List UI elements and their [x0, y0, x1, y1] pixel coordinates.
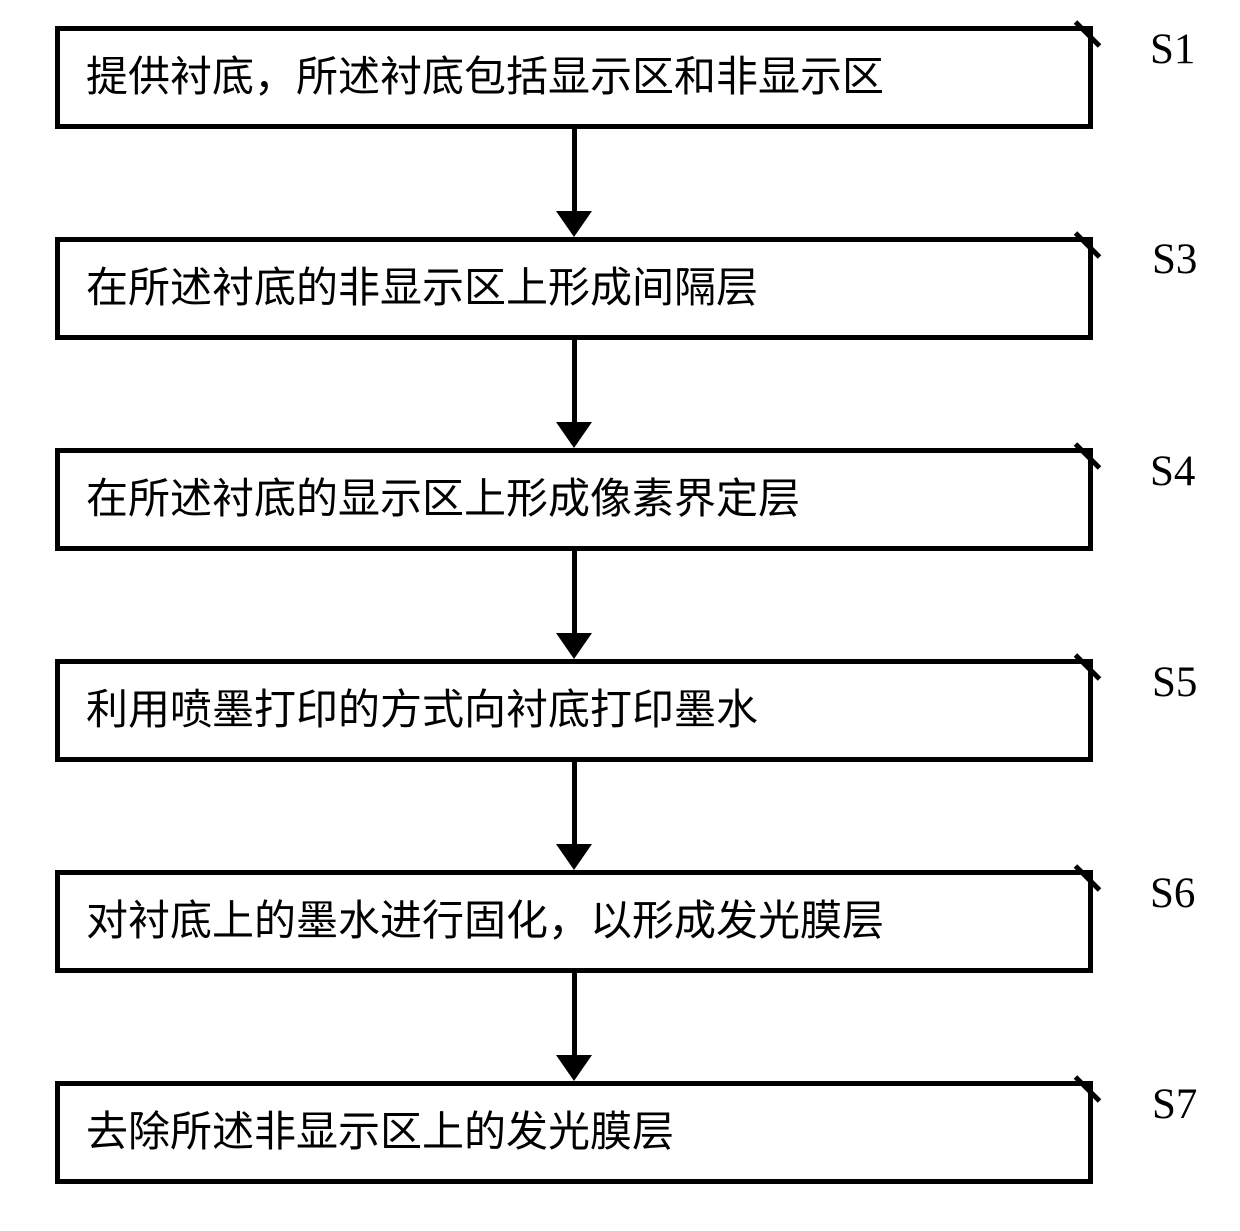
flow-arrow-head — [556, 633, 592, 662]
flow-arrow-line — [572, 762, 577, 844]
flow-step-text-s7: 去除所述非显示区上的发光膜层 — [86, 1112, 674, 1154]
flow-arrow-head — [556, 1055, 592, 1084]
flow-step-label-s1: S1 — [1150, 28, 1195, 71]
flow-arrow-line — [572, 129, 577, 211]
flow-step-text-s5: 利用喷墨打印的方式向衬底打印墨水 — [86, 690, 758, 732]
flow-step-s1: 提供衬底，所述衬底包括显示区和非显示区 — [55, 26, 1093, 129]
flow-step-label-s3: S3 — [1152, 238, 1197, 281]
flow-step-label-s5: S5 — [1152, 661, 1197, 704]
flow-step-text-s1: 提供衬底，所述衬底包括显示区和非显示区 — [86, 57, 884, 99]
flow-step-label-s6: S6 — [1150, 872, 1195, 915]
flow-arrow-line — [572, 551, 577, 633]
flow-arrow-head — [556, 422, 592, 451]
flow-arrow-line — [572, 973, 577, 1055]
flow-step-s4: 在所述衬底的显示区上形成像素界定层 — [55, 448, 1093, 551]
flowchart-canvas: 提供衬底，所述衬底包括显示区和非显示区 S1 在所述衬底的非显示区上形成间隔层 S3 在… — [0, 0, 1240, 1231]
flow-step-s7: 去除所述非显示区上的发光膜层 — [55, 1081, 1093, 1184]
flow-step-s3: 在所述衬底的非显示区上形成间隔层 — [55, 237, 1093, 340]
flow-step-text-s3: 在所述衬底的非显示区上形成间隔层 — [86, 268, 758, 310]
flow-arrow-head — [556, 211, 592, 240]
flow-arrow-line — [572, 340, 577, 422]
flow-step-text-s4: 在所述衬底的显示区上形成像素界定层 — [86, 479, 800, 521]
flow-step-s6: 对衬底上的墨水进行固化，以形成发光膜层 — [55, 870, 1093, 973]
flow-step-text-s6: 对衬底上的墨水进行固化，以形成发光膜层 — [86, 901, 884, 943]
flow-arrow-head — [556, 844, 592, 873]
flow-step-label-s4: S4 — [1150, 450, 1195, 493]
flow-step-label-s7: S7 — [1152, 1083, 1197, 1126]
flow-step-s5: 利用喷墨打印的方式向衬底打印墨水 — [55, 659, 1093, 762]
